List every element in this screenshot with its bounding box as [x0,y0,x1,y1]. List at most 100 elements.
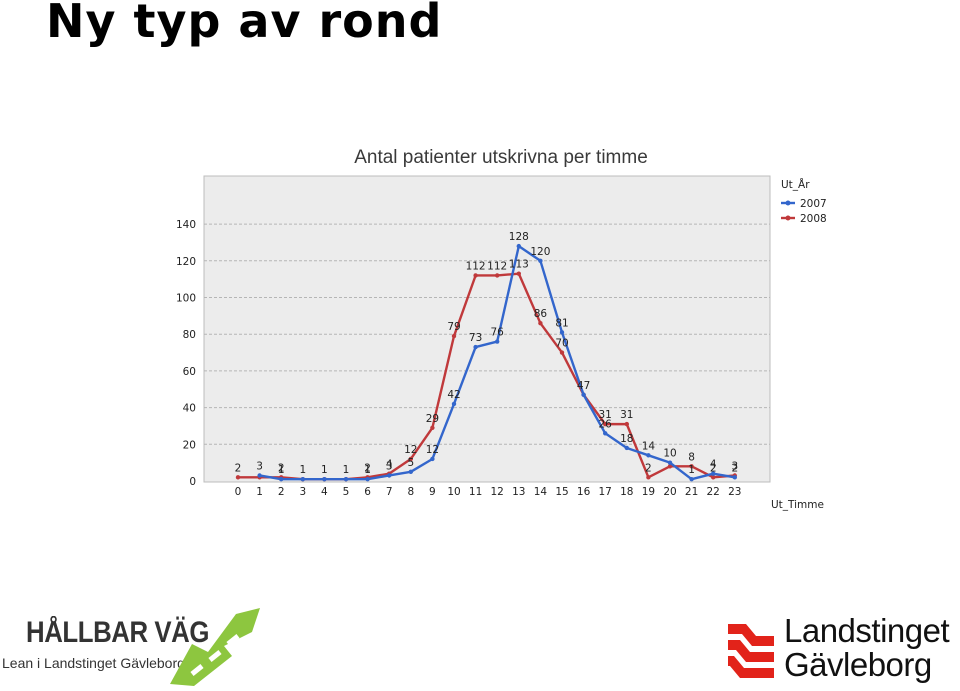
logo-left-tagline: Lean i Landstinget Gävleborg [2,655,185,671]
x-tick-label: 18 [620,486,633,498]
data-point-2007 [559,330,565,335]
data-label: 128 [509,231,529,243]
data-point-2007 [516,243,521,249]
y-tick-label: 20 [183,439,196,451]
data-label: 12 [426,444,439,456]
data-label: 8 [688,451,695,463]
data-label: 112 [466,260,486,272]
data-point-2007 [646,453,651,458]
data-point-2007 [711,471,716,476]
data-label: 86 [534,308,548,320]
chart-title: Antal patienter utskrivna per timme [354,147,648,168]
y-tick-label: 100 [176,293,196,305]
y-tick-label: 60 [183,366,196,378]
data-label: 1 [688,464,695,476]
x-tick-label: 3 [299,486,306,498]
data-label: 29 [426,413,439,425]
plot-area [203,175,771,483]
data-point-2007 [430,456,435,462]
data-point-2007 [473,344,478,350]
data-point-2007 [300,476,305,482]
data-label: 42 [447,389,460,401]
x-tick-label: 19 [642,486,655,498]
x-tick-label: 2 [278,486,285,498]
data-point-2008 [495,273,500,278]
x-tick-label: 17 [599,486,612,498]
x-tick-label: 6 [364,486,371,498]
x-axis-ticks: 0 1 2 3 4 5 6 7 8 9 10 11 12 13 14 15 16 17 18 19 20 21 22 23 [235,486,742,498]
y-tick-label: 0 [189,476,196,488]
data-labels: 2 3 21 1 1 1 21 3412529127942112731127612811312… [235,231,738,476]
data-point-2008 [689,464,694,469]
x-tick-label: 5 [343,486,350,498]
data-point-2008 [451,333,457,339]
data-label: 1 [364,464,371,476]
x-tick-label: 22 [707,486,720,498]
gridlines [204,223,770,445]
data-label: 2 [364,462,371,474]
logo-right-line1: Landstinget [784,612,950,649]
data-point-2007 [387,473,392,478]
hallbar-vag-logo: HÅLLBAR VÄG Lean i Landstinget Gävleborg [0,608,270,688]
data-label: 112 [487,260,507,272]
x-tick-label: 23 [728,486,741,498]
data-point-2007 [538,258,543,263]
y-tick-label: 120 [176,256,196,268]
logo-left-name: HÅLLBAR VÄG [26,616,210,649]
data-label: 76 [491,327,505,339]
data-label: 2 [235,462,242,474]
data-label: 70 [555,338,568,350]
data-point-2007 [408,469,413,475]
x-tick-label: 14 [534,486,548,498]
data-point-2008 [711,475,716,480]
data-label: 1 [321,464,328,476]
data-point-2008 [430,425,435,430]
data-label: 4 [386,459,393,471]
data-label: 2 [731,462,738,474]
data-label: 1 [278,464,285,476]
data-label: 3 [256,460,263,472]
landstinget-gavleborg-logo: Landstinget Gävleborg [726,612,960,688]
data-point-2008 [473,273,478,278]
legend-marker-2007 [785,200,791,206]
data-point-2008 [603,421,608,427]
data-point-2007 [624,445,629,451]
y-tick-label: 80 [183,329,196,341]
x-tick-label: 10 [447,486,460,498]
legend-label-2007: 2007 [800,198,827,210]
data-point-2008 [235,475,241,480]
data-point-2007 [689,476,694,482]
x-tick-label: 12 [491,486,504,498]
data-label: 31 [620,409,633,421]
data-point-2007 [322,476,327,482]
series-lines [235,243,737,482]
data-label: 4 [710,459,717,471]
slide-title: Ny typ av rond [46,0,443,48]
x-tick-label: 0 [235,486,242,498]
road-arrow-icon [170,608,260,686]
legend-label-2008: 2008 [800,213,827,225]
data-label: 79 [447,321,460,333]
x-tick-label: 15 [555,486,568,498]
data-label: 5 [407,457,414,469]
legend-marker-2008 [785,215,791,221]
x-tick-label: 16 [577,486,591,498]
data-label: 81 [555,317,568,329]
data-point-2007 [451,401,457,407]
data-label: 3 [386,460,393,472]
data-label: 14 [642,440,656,452]
data-label: 2 [645,462,652,474]
x-tick-label: 7 [386,486,393,498]
x-tick-label: 11 [469,486,482,498]
data-label: 120 [530,246,550,258]
data-point-2008 [538,320,543,326]
data-point-2008 [516,271,521,276]
line-chart: Antal patienter utskrivna per timme 0204… [176,147,827,511]
data-point-2007 [279,476,284,482]
x-tick-label: 21 [685,486,698,498]
data-point-2008 [408,456,413,462]
logo-right-line2: Gävleborg [784,646,932,683]
data-point-2007 [343,476,349,482]
data-label: 3 [731,460,738,472]
data-point-2008 [559,350,565,355]
